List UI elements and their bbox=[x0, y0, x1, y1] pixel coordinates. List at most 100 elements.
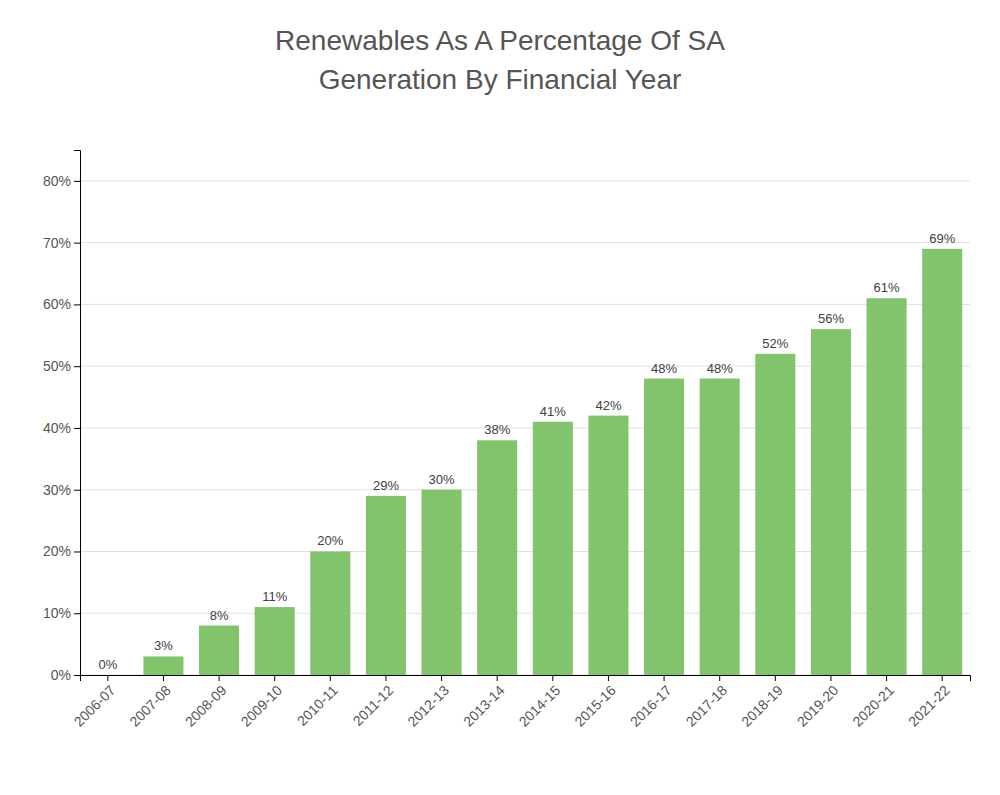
x-tick-label: 2007-08 bbox=[126, 682, 174, 730]
y-tick: 30% bbox=[43, 482, 80, 498]
bar bbox=[199, 626, 239, 675]
grid bbox=[80, 181, 970, 675]
x-tick-mark bbox=[775, 675, 776, 681]
x-tick-mark bbox=[830, 675, 831, 681]
data-label: 48% bbox=[707, 361, 733, 376]
y-tick-label: 50% bbox=[43, 358, 71, 374]
x-tick: 2019-20 bbox=[794, 675, 842, 730]
x-tick: 2007-08 bbox=[126, 675, 174, 730]
y-tick: 0% bbox=[51, 667, 80, 683]
x-tick: 2016-17 bbox=[627, 675, 675, 730]
y-tick-mark bbox=[74, 428, 80, 429]
y-tick: 20% bbox=[43, 543, 80, 559]
x-axis: 2006-072007-082008-092009-102010-112011-… bbox=[71, 675, 971, 730]
x-tick: 2006-07 bbox=[71, 675, 119, 730]
x-tick-mark bbox=[107, 675, 108, 681]
bar bbox=[366, 496, 406, 675]
data-label: 52% bbox=[762, 336, 788, 351]
y-tick-mark bbox=[74, 613, 80, 614]
bar bbox=[922, 249, 962, 675]
plot: 0%3%8%11%20%29%30%38%41%42%48%48%52%56%6… bbox=[43, 151, 971, 730]
x-tick: 2012-13 bbox=[404, 675, 452, 730]
x-tick-mark bbox=[886, 675, 887, 681]
x-tick: 2010-11 bbox=[294, 675, 341, 729]
y-tick-mark bbox=[74, 304, 80, 305]
data-label: 48% bbox=[651, 361, 677, 376]
bar bbox=[811, 329, 851, 675]
x-tick-mark bbox=[385, 675, 386, 681]
x-tick-label: 2008-09 bbox=[182, 682, 230, 730]
x-tick: 2015-16 bbox=[571, 675, 619, 730]
data-label: 69% bbox=[929, 231, 955, 246]
y-tick: 80% bbox=[43, 173, 80, 189]
y-tick-label: 20% bbox=[43, 543, 71, 559]
x-tick-mark bbox=[719, 675, 720, 681]
x-tick-mark bbox=[608, 675, 609, 681]
y-tick-label: 10% bbox=[43, 605, 71, 621]
x-tick-mark bbox=[163, 675, 164, 681]
data-label: 11% bbox=[262, 589, 287, 604]
data-label: 61% bbox=[874, 280, 900, 295]
x-tick-mark bbox=[330, 675, 331, 681]
data-label: 29% bbox=[373, 478, 399, 493]
x-tick-mark bbox=[441, 675, 442, 681]
grid-line bbox=[80, 304, 970, 305]
x-tick-mark bbox=[274, 675, 275, 681]
bar bbox=[477, 440, 517, 675]
data-label: 8% bbox=[210, 608, 229, 623]
x-tick-label: 2017-18 bbox=[683, 682, 731, 730]
x-tick-label: 2006-07 bbox=[71, 682, 119, 730]
chart: Renewables As A Percentage Of SAGenerati… bbox=[0, 0, 1000, 795]
x-tick-label: 2016-17 bbox=[627, 682, 675, 730]
y-tick: 70% bbox=[43, 235, 80, 251]
data-label: 42% bbox=[595, 398, 621, 413]
data-label: 20% bbox=[317, 533, 343, 548]
title: Renewables As A Percentage Of SAGenerati… bbox=[275, 25, 725, 95]
bar bbox=[700, 379, 740, 675]
data-labels: 0%3%8%11%20%29%30%38%41%42%48%48%52%56%6… bbox=[98, 231, 955, 672]
y-tick-label: 0% bbox=[51, 667, 71, 683]
y-tick-label: 40% bbox=[43, 420, 71, 436]
x-tick-mark bbox=[497, 675, 498, 681]
bar bbox=[533, 422, 573, 675]
x-tick-label: 2018-19 bbox=[738, 682, 786, 730]
grid-line bbox=[80, 180, 970, 181]
y-tick-mark bbox=[74, 675, 80, 676]
x-tick-label: 2021-22 bbox=[905, 682, 953, 730]
bar bbox=[310, 551, 350, 675]
bar bbox=[422, 490, 462, 675]
bar bbox=[255, 607, 295, 675]
x-tick: 2013-14 bbox=[460, 675, 508, 730]
y-tick-mark bbox=[74, 490, 80, 491]
x-tick: 2011-12 bbox=[349, 675, 396, 729]
x-tick-label: 2011-12 bbox=[349, 682, 396, 729]
bars bbox=[143, 249, 962, 675]
y-tick-label: 80% bbox=[43, 173, 71, 189]
bar bbox=[644, 379, 684, 675]
x-tick: 2009-10 bbox=[238, 675, 286, 730]
y-tick: 60% bbox=[43, 296, 80, 312]
x-tick-mark bbox=[664, 675, 665, 681]
x-tick-mark bbox=[942, 675, 943, 681]
data-label: 56% bbox=[818, 311, 844, 326]
x-tick-mark bbox=[552, 675, 553, 681]
x-tick-label: 2010-11 bbox=[294, 682, 341, 729]
x-tick-label: 2012-13 bbox=[404, 682, 452, 730]
x-tick: 2018-19 bbox=[738, 675, 786, 730]
x-tick: 2017-18 bbox=[683, 675, 731, 730]
y-tick-label: 70% bbox=[43, 235, 71, 251]
bar bbox=[88, 675, 128, 676]
x-tick: 2014-15 bbox=[516, 675, 564, 730]
y-tick-mark bbox=[74, 181, 80, 182]
bar bbox=[143, 656, 183, 675]
x-tick: 2020-21 bbox=[849, 675, 897, 730]
x-tick: 2021-22 bbox=[905, 675, 953, 730]
x-tick: 2008-09 bbox=[182, 675, 230, 730]
y-tick: 10% bbox=[43, 605, 80, 621]
y-tick-mark bbox=[74, 551, 80, 552]
bar bbox=[755, 354, 795, 675]
data-label: 41% bbox=[540, 404, 566, 419]
x-axis-line bbox=[81, 676, 971, 682]
x-tick-label: 2013-14 bbox=[460, 682, 508, 730]
y-axis-line bbox=[74, 151, 81, 676]
